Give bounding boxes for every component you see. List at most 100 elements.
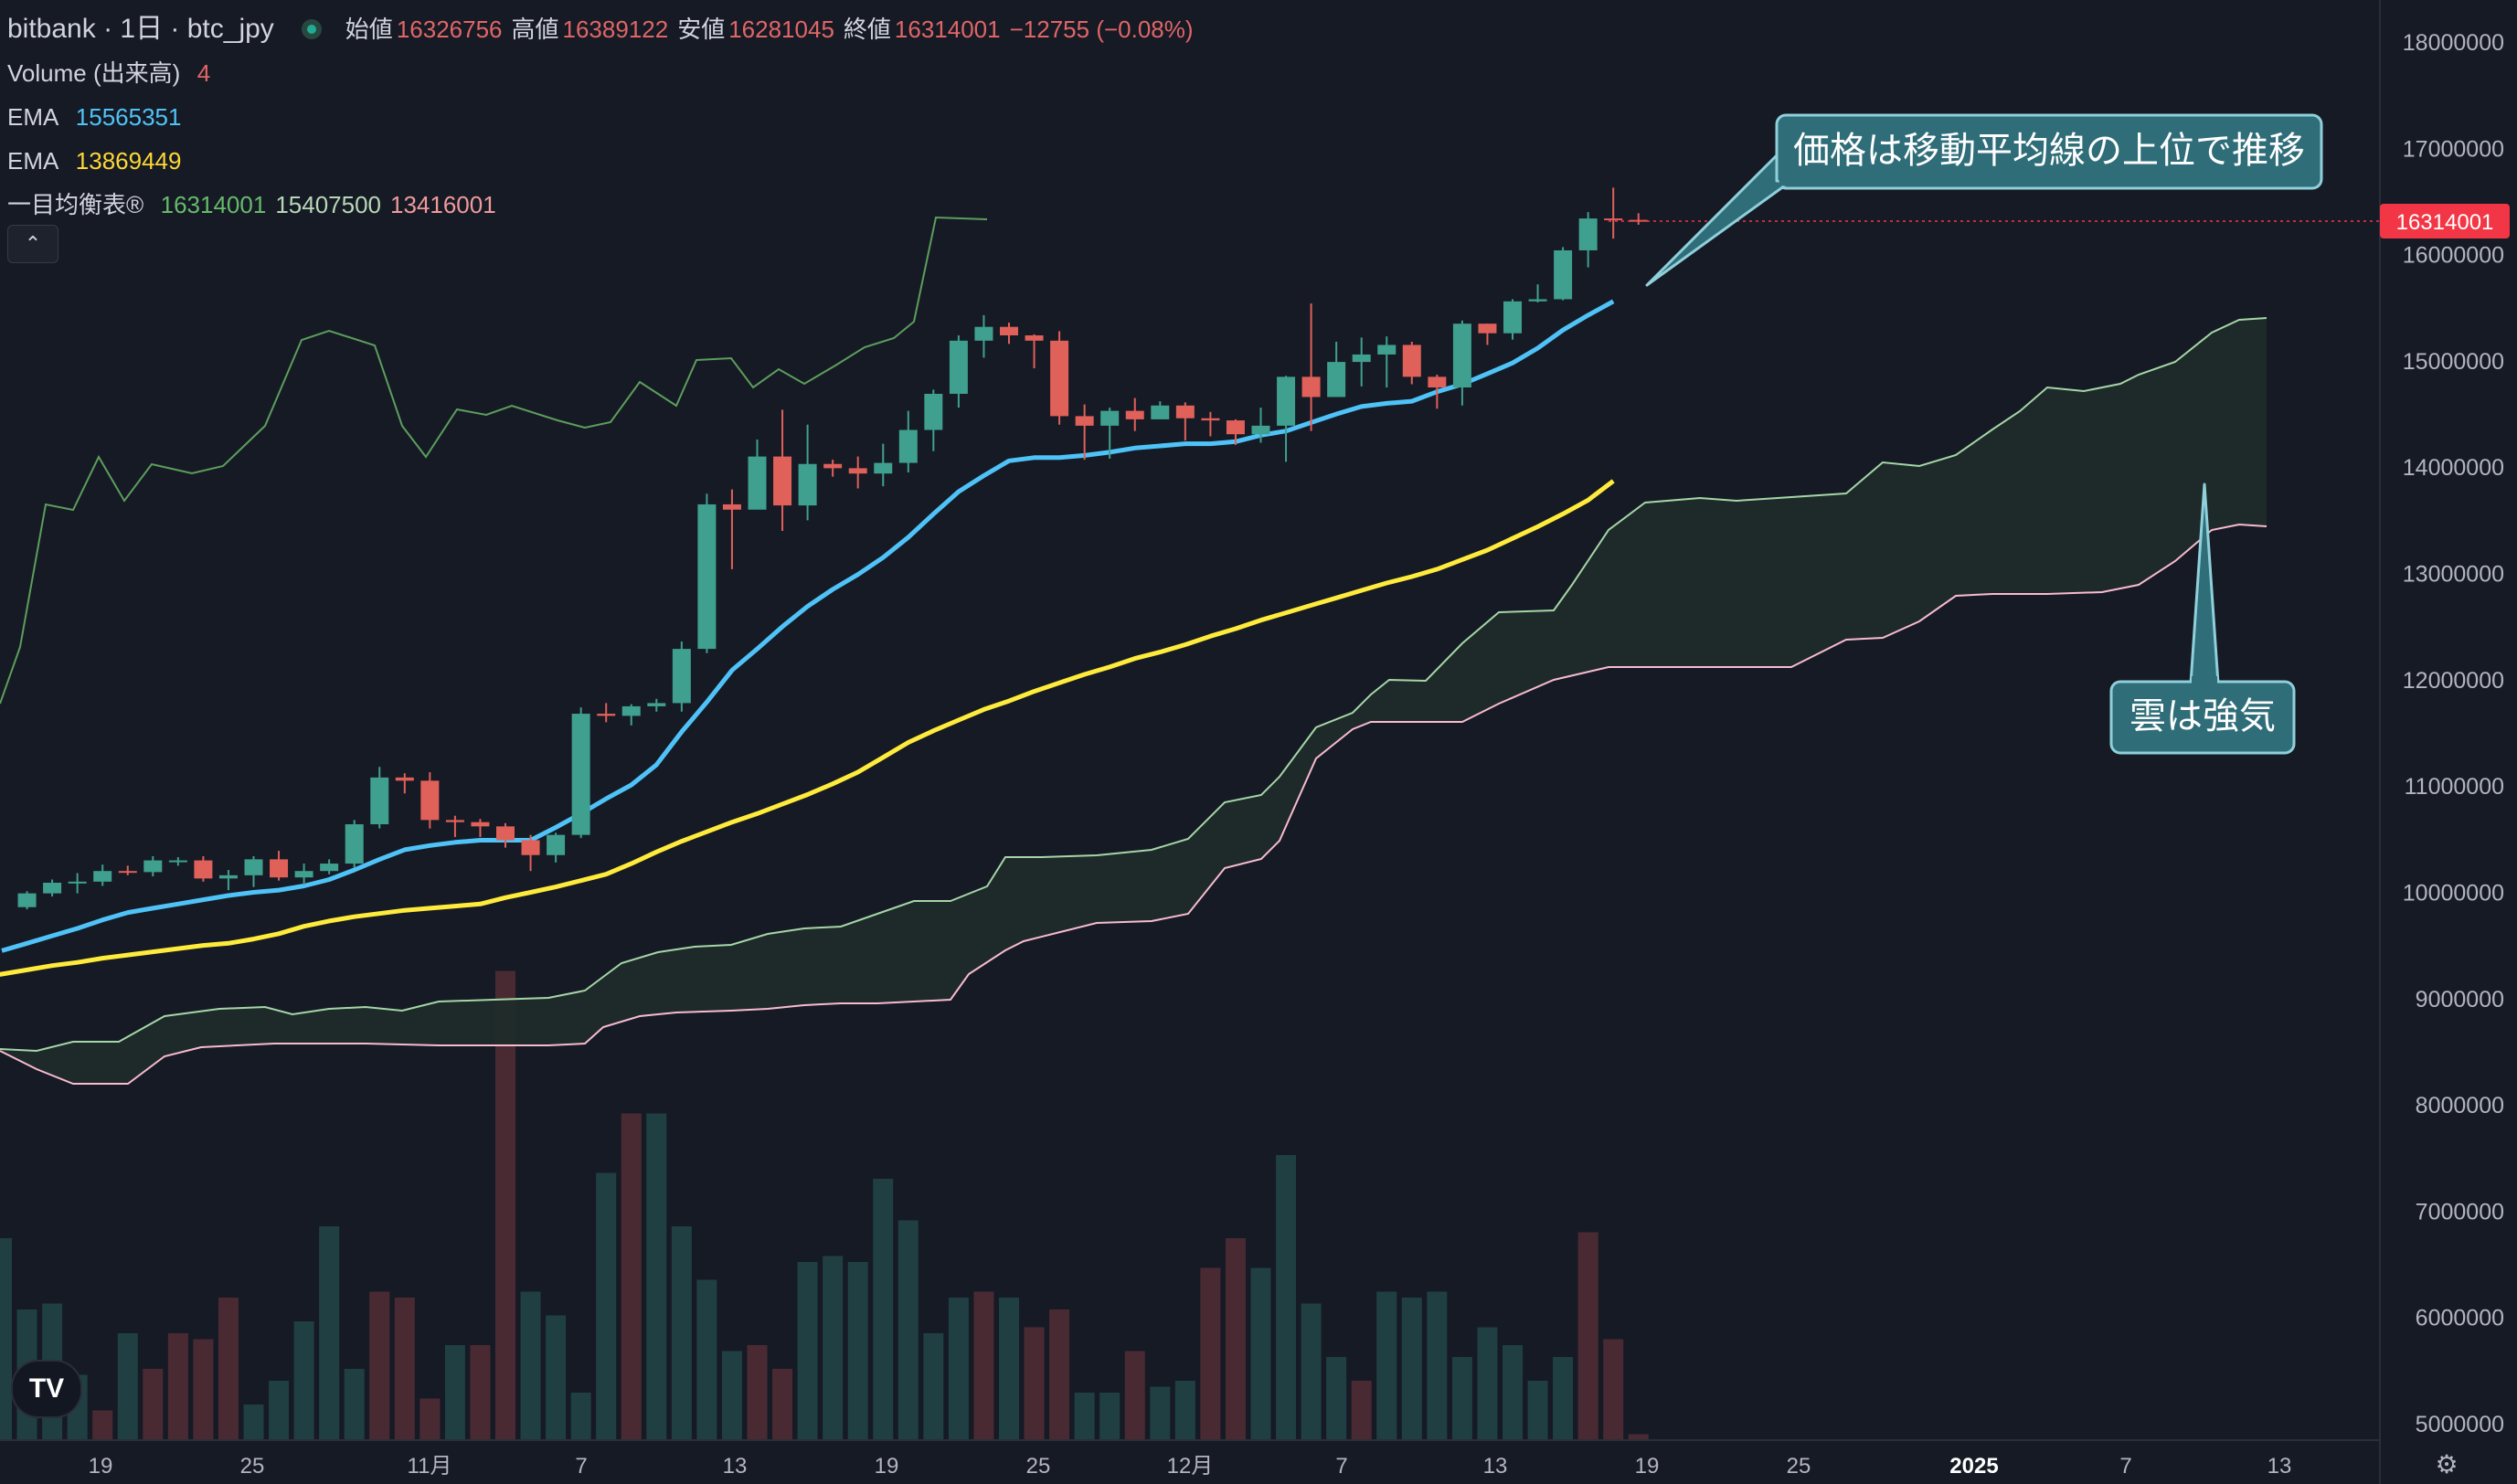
volume-bar: [1124, 1351, 1145, 1440]
ichimoku-cloud: [0, 317, 2267, 1085]
candle-body: [496, 826, 515, 841]
candlesticks: [17, 187, 1648, 910]
candle-body: [722, 504, 741, 510]
tradingview-logo[interactable]: TV: [11, 1360, 82, 1418]
candle-body: [1402, 344, 1421, 377]
senkou-span-b: [0, 523, 2267, 1085]
close-value: 16314001: [894, 16, 1001, 43]
candle-body: [597, 714, 616, 716]
volume-bar: [520, 1291, 541, 1440]
volume-bar: [671, 1226, 692, 1440]
senkou-span-a: [0, 317, 2267, 1053]
candle-body: [1125, 410, 1144, 419]
time-tick-label: 13: [2267, 1454, 2292, 1479]
candle-body: [1578, 218, 1598, 250]
volume-bar: [721, 1351, 742, 1440]
volume-bar: [1351, 1381, 1372, 1440]
ohlc-row: bitbank · 1日 · btc_jpy 始値 16326756 高値 1638…: [7, 7, 1203, 51]
volume-bar: [1427, 1291, 1448, 1440]
volume-bar: [823, 1256, 844, 1440]
price-tick-label: 13000000: [2403, 562, 2504, 588]
ema2-legend-row[interactable]: EMA 13869449: [7, 139, 1203, 183]
volume-bar: [873, 1179, 894, 1440]
time-tick-label: 13: [723, 1454, 748, 1479]
candle-body: [1428, 376, 1447, 387]
candle-body: [1629, 219, 1648, 222]
volume-legend-row[interactable]: Volume (出来高) 4: [7, 51, 1203, 95]
candle-body: [621, 705, 641, 716]
symbol-title[interactable]: bitbank · 1日 · btc_jpy: [7, 14, 274, 44]
volume-bar: [1200, 1267, 1221, 1440]
time-tick-label: 7: [575, 1454, 587, 1479]
candle-body: [43, 882, 62, 894]
volume-bar: [1150, 1386, 1171, 1440]
candle-body: [1301, 376, 1321, 398]
ichimoku-legend-row[interactable]: 一目均衡表® 16314001 15407500 13416001: [7, 183, 1203, 227]
candle-body: [748, 456, 767, 510]
ema1-legend-row[interactable]: EMA 15565351: [7, 95, 1203, 139]
annotation-bottom[interactable]: 雲は強気: [2109, 482, 2296, 755]
volume-bar: [923, 1333, 944, 1440]
volume-bar: [167, 1333, 188, 1440]
time-tick-label: 19: [875, 1454, 899, 1479]
volume-bar: [797, 1262, 818, 1440]
candle-body: [168, 860, 187, 863]
time-tick-label: 25: [1787, 1454, 1811, 1479]
volume-value: 4: [196, 59, 211, 87]
volume-bar: [143, 1369, 164, 1440]
volume-bar: [999, 1298, 1019, 1440]
volume-bar: [772, 1369, 793, 1440]
volume-bar: [1527, 1381, 1548, 1440]
annotation-top[interactable]: 価格は移動平均線の上位で推移: [1645, 113, 2323, 287]
candle-body: [521, 840, 540, 855]
candle-body: [1226, 420, 1245, 435]
candle-body: [1201, 418, 1220, 421]
price-tick-label: 18000000: [2403, 30, 2504, 56]
volume-bar: [1603, 1339, 1624, 1440]
volume-bar: [394, 1298, 415, 1440]
volume-bar: [1553, 1357, 1574, 1440]
gear-icon[interactable]: ⚙: [2435, 1450, 2459, 1479]
price-tick-label: 7000000: [2416, 1199, 2504, 1224]
candle-body: [697, 504, 717, 650]
price-tag-text: 16314001: [2396, 210, 2494, 235]
candle-body: [244, 859, 263, 875]
price-tick-label: 5000000: [2416, 1412, 2504, 1437]
volume-bar: [1326, 1357, 1347, 1440]
volume-bar: [243, 1404, 264, 1440]
candle-body: [1100, 410, 1120, 426]
candle-body: [773, 456, 792, 506]
open-value: 16326756: [396, 16, 503, 43]
candle-body: [949, 340, 968, 394]
time-axis[interactable]: 19 25 11月 7 13 19 25 12月 7 13 19 25 2025 7 13: [89, 1454, 2292, 1479]
price-tick-label: 15000000: [2403, 349, 2504, 375]
volume-bar: [269, 1381, 290, 1440]
time-tick-label: 2025: [1949, 1454, 1998, 1479]
volume-bar: [646, 1113, 667, 1440]
volume-bar: [420, 1398, 441, 1440]
ema-fast-line: [1, 299, 1615, 953]
ema1-label: EMA: [7, 103, 59, 131]
candle-body: [194, 860, 213, 879]
volume-bars: [0, 970, 1649, 1440]
volume-bar: [193, 1339, 214, 1440]
volume-bar: [1049, 1309, 1070, 1440]
candle-body: [1554, 249, 1573, 300]
candle-body: [1377, 344, 1397, 355]
volume-bar: [747, 1345, 768, 1440]
volume-bar: [570, 1393, 591, 1440]
candle-body: [345, 824, 364, 864]
price-axis[interactable]: 18000000 17000000 16000000 15000000 14000000…: [2403, 30, 2504, 1437]
collapse-legend-button[interactable]: ⌃: [7, 225, 58, 263]
time-tick-label: 19: [89, 1454, 113, 1479]
ema1-value: 15565351: [75, 103, 182, 131]
candle-body: [1478, 323, 1497, 334]
price-tick-label: 14000000: [2403, 455, 2504, 481]
price-tick-label: 9000000: [2416, 987, 2504, 1012]
volume-bar: [495, 970, 515, 1440]
volume-bar: [596, 1172, 617, 1440]
candle-body: [1175, 405, 1195, 419]
volume-bar: [218, 1298, 239, 1440]
